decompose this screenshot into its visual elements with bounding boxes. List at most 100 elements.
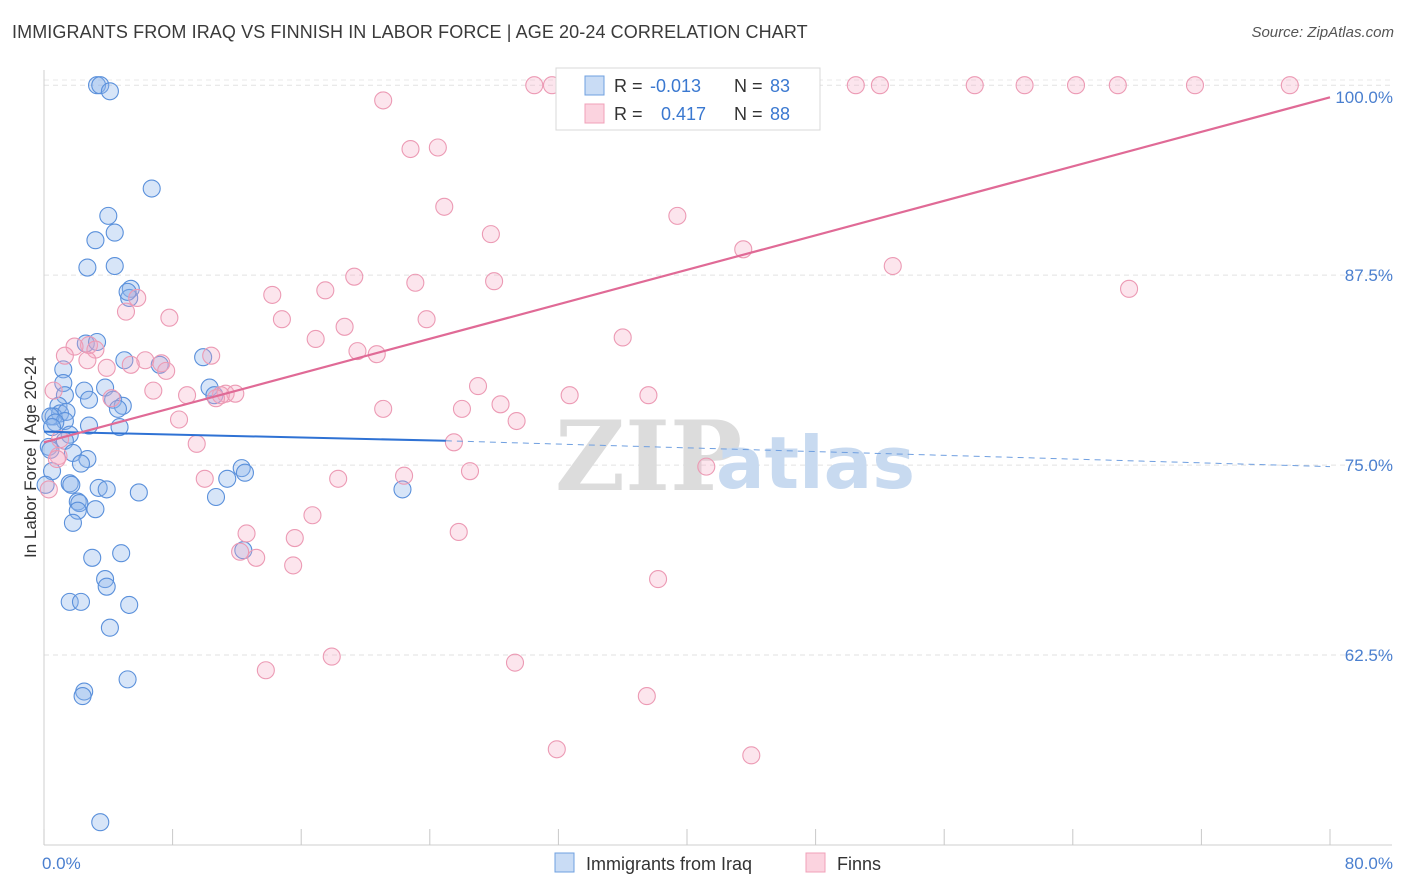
point-finns-81	[284, 556, 303, 575]
point-iraq-61	[63, 513, 82, 532]
point-finns-60	[374, 399, 393, 418]
point-iraq-17	[54, 360, 73, 379]
point-finns-31	[417, 310, 436, 329]
point-finns-13	[374, 91, 393, 110]
point-finns-22	[345, 267, 364, 286]
watermark-zip: ZIP	[555, 400, 742, 513]
point-iraq-4	[99, 206, 118, 225]
point-finns-45	[121, 355, 140, 374]
point-finns-23	[406, 273, 425, 292]
point-finns-25	[316, 281, 335, 300]
point-finns-5	[846, 76, 865, 95]
point-finns-35	[79, 335, 99, 355]
point-finns-27	[128, 288, 147, 307]
point-iraq-47	[235, 463, 254, 482]
point-iraq-8	[105, 256, 124, 276]
point-iraq-66	[97, 577, 116, 596]
point-finns-61	[452, 399, 472, 418]
point-finns-10	[1108, 76, 1127, 95]
point-finns-41	[202, 346, 221, 365]
point-finns-9	[1066, 76, 1086, 95]
trend-line-finns	[43, 96, 1331, 444]
chart-source: Source: ZipAtlas.com	[1251, 24, 1394, 41]
axes	[43, 70, 1392, 846]
point-finns-28	[116, 302, 136, 321]
point-iraq-65	[96, 570, 115, 589]
y-tick-label-0: 62.5%	[1345, 646, 1393, 665]
point-finns-83	[322, 647, 341, 666]
legend-r-value-0: -0.013	[650, 76, 701, 96]
point-iraq-7	[78, 258, 97, 277]
point-finns-73	[329, 469, 348, 488]
point-finns-78	[285, 528, 304, 548]
point-finns-86	[637, 687, 656, 706]
point-finns-26	[263, 285, 282, 304]
point-finns-82	[649, 570, 668, 589]
point-iraq-52	[97, 480, 116, 499]
x-tick-labels: 0.0% 80.0%	[42, 854, 1393, 873]
trend-line-iraq-extension	[445, 440, 1331, 468]
point-finns-58	[102, 389, 121, 408]
y-tick-label-3: 100.0%	[1335, 88, 1393, 107]
point-finns-17	[481, 225, 500, 244]
point-iraq-74	[91, 813, 110, 832]
legend-swatch-iraq	[584, 75, 605, 96]
point-finns-75	[303, 506, 322, 525]
point-finns-40	[55, 346, 74, 365]
y-tick-labels: 62.5% 75.0% 87.5% 100.0%	[1335, 88, 1393, 665]
point-iraq-6	[86, 231, 105, 250]
point-finns-88	[742, 746, 761, 765]
point-finns-68	[47, 449, 66, 469]
point-iraq-43	[78, 449, 97, 469]
point-finns-29	[160, 308, 179, 327]
point-finns-87	[547, 740, 566, 759]
legend-swatch-finns	[584, 103, 605, 124]
point-finns-77	[237, 524, 256, 543]
watermark-atlas: atlas	[716, 421, 915, 505]
legend-bottom: Immigrants from Iraq Finns	[554, 852, 881, 874]
point-iraq-60	[86, 500, 105, 519]
point-iraq-64	[83, 548, 102, 567]
legend-n-value-0: 83	[770, 76, 790, 96]
grid-lines	[44, 79, 1392, 656]
y-axis-label: In Labor Force | Age 20-24	[21, 356, 40, 558]
point-finns-30	[272, 310, 291, 329]
point-finns-71	[395, 466, 414, 485]
point-finns-56	[639, 386, 658, 405]
point-finns-76	[449, 522, 468, 542]
point-finns-79	[231, 542, 250, 561]
point-finns-65	[187, 434, 206, 453]
point-iraq-58	[70, 494, 89, 513]
point-finns-49	[44, 381, 63, 400]
point-iraq-56	[393, 480, 412, 499]
point-iraq-68	[71, 592, 91, 611]
point-iraq-44	[71, 454, 91, 473]
legend-r-value-1: 0.417	[661, 104, 706, 124]
point-iraq-9	[121, 279, 140, 298]
point-finns-16	[435, 197, 454, 216]
point-iraq-1	[91, 76, 110, 95]
point-finns-74	[39, 480, 58, 499]
point-iraq-59	[68, 501, 87, 520]
point-finns-63	[507, 411, 526, 431]
legend-bottom-swatch-iraq	[554, 852, 575, 873]
legend-top: R = -0.013 N = 83 R = 0.417 N = 88	[555, 67, 821, 131]
point-iraq-73	[73, 687, 92, 706]
point-finns-42	[78, 351, 97, 370]
point-finns-62	[169, 410, 189, 429]
point-iraq-3	[142, 179, 161, 198]
point-finns-11	[1185, 76, 1205, 95]
point-iraq-70	[100, 618, 119, 637]
point-finns-15	[428, 138, 447, 157]
point-finns-47	[157, 361, 176, 380]
point-finns-24	[485, 272, 504, 291]
x-tick-label-1: 80.0%	[1345, 854, 1393, 873]
point-iraq-19	[75, 381, 94, 400]
point-finns-53	[178, 386, 197, 405]
point-iraq-11	[118, 282, 137, 301]
point-finns-66	[444, 433, 463, 452]
point-finns-72	[195, 469, 214, 488]
point-finns-7	[965, 76, 984, 95]
point-finns-6	[870, 76, 889, 95]
